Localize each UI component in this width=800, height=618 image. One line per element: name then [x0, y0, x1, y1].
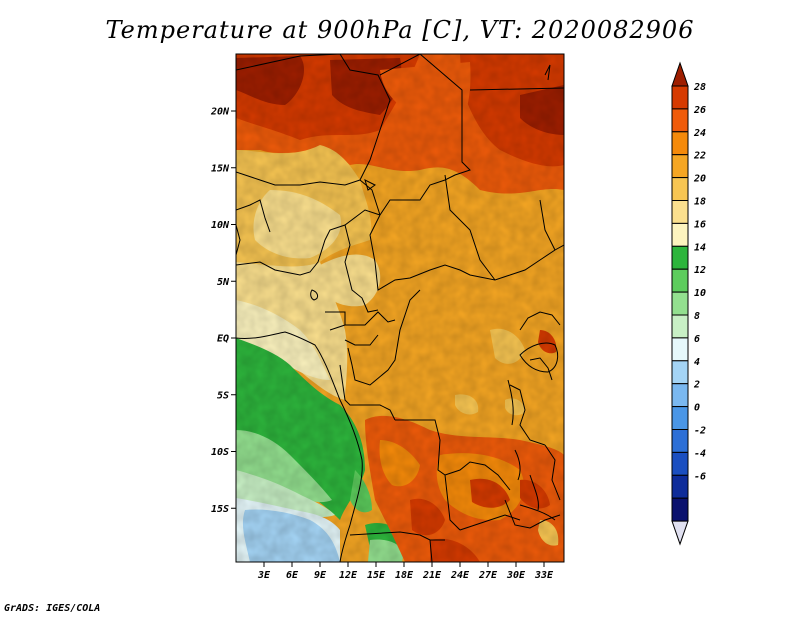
- lat-tick-label: EQ: [217, 334, 229, 345]
- colorbar-label: 28: [693, 82, 706, 93]
- lon-tick-label: 15E: [367, 570, 386, 581]
- colorbar-box: [671, 131, 689, 156]
- lon-tick-label: 18E: [395, 570, 414, 581]
- colorbar-label: 2: [693, 380, 700, 391]
- lat-tick-label: 5S: [217, 390, 229, 401]
- colorbar-label: 22: [693, 151, 706, 162]
- colorbar-label: 26: [693, 105, 706, 116]
- colorbar-box: [671, 360, 689, 385]
- colorbar-label: 16: [694, 219, 706, 230]
- colorbar-box: [671, 85, 689, 110]
- lat-tick-label: 20N: [210, 107, 230, 118]
- colorbar-label: -6: [694, 471, 706, 482]
- map-title: Temperature at 900hPa [C], VT: 202008290…: [105, 16, 695, 44]
- colorbar-box: [671, 268, 689, 293]
- colorbar-box: [671, 383, 689, 408]
- colorbar-box: [671, 474, 689, 499]
- lon-tick-label: 30E: [506, 570, 526, 581]
- colorbar-box: [671, 497, 689, 522]
- colorbar-label: 0: [694, 403, 700, 414]
- colorbar-label: 24: [693, 128, 706, 139]
- temperature-field: [236, 54, 564, 562]
- field-texture: [236, 54, 564, 562]
- colorbar-label: 6: [694, 334, 700, 345]
- colorbar-label: 12: [694, 265, 706, 276]
- colorbar-box: [671, 337, 689, 362]
- colorbar-box: [671, 291, 689, 316]
- colorbar-box: [671, 314, 689, 339]
- colorbar-top-arrow: [671, 61, 689, 87]
- colorbar-box: [671, 177, 689, 202]
- lon-tick-label: 9E: [314, 570, 327, 581]
- lat-tick-label: 15N: [211, 163, 230, 174]
- lat-tick-label: 10S: [211, 447, 229, 458]
- lon-tick-label: 12E: [339, 570, 358, 581]
- colorbar-box: [671, 451, 689, 476]
- colorbar-box: [671, 245, 689, 270]
- lon-tick-label: 33E: [534, 570, 554, 581]
- colorbar-label: 20: [693, 174, 706, 185]
- lon-tick-label: 21E: [422, 570, 442, 581]
- map-frame: [235, 53, 565, 563]
- colorbar-label: 10: [694, 288, 706, 299]
- colorbar-label: 18: [694, 197, 706, 208]
- colorbar-label: -2: [694, 426, 706, 437]
- lon-tick-label: 27E: [478, 570, 498, 581]
- country-borders: [236, 54, 564, 562]
- colorbar-box: [671, 200, 689, 224]
- lon-tick-label: 6E: [286, 570, 299, 581]
- lon-tick-label: 24E: [450, 570, 470, 581]
- latitude-axis: 20N 15N 10N 5N EQ 5S 10S 15S: [210, 107, 236, 515]
- colorbar-label: 8: [694, 311, 700, 322]
- lat-tick-label: 15S: [211, 504, 229, 515]
- longitude-axis: 3E 6E 9E 12E 15E 18E 21E 24E 27E 30E 33E: [257, 562, 554, 581]
- colorbar-bottom-arrow: [671, 520, 689, 546]
- colorbar-box: [671, 406, 689, 431]
- lat-tick-label: 10N: [211, 220, 230, 231]
- colorbar-box: [671, 429, 689, 453]
- colorbar-label: 14: [694, 242, 706, 253]
- lat-tick-label: 5N: [217, 277, 230, 288]
- colorbar-box: [671, 222, 689, 247]
- colorbar-box: [671, 108, 689, 133]
- lon-tick-label: 3E: [257, 570, 271, 581]
- colorbar-label: 4: [694, 357, 700, 368]
- credit-label: GrADS: IGES/COLA: [4, 603, 101, 614]
- colorbar-label: -4: [694, 448, 706, 459]
- colorbar-box: [671, 154, 689, 179]
